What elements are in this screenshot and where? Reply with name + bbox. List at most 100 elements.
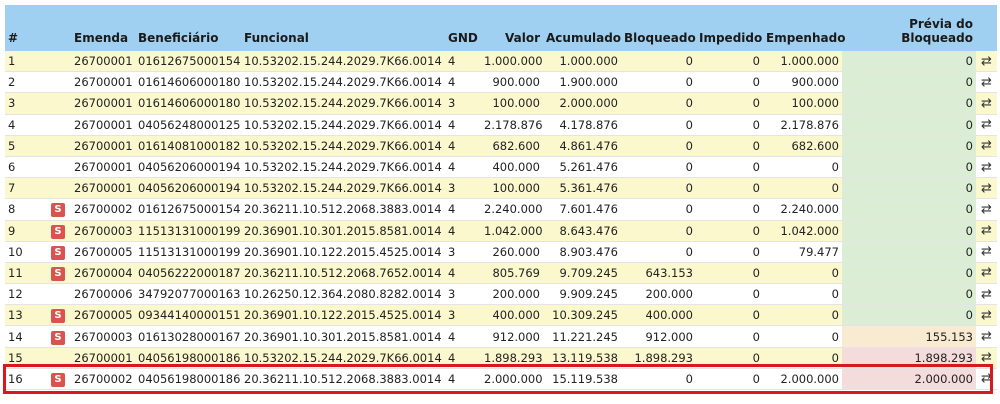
cell-bloqueado: 0 <box>621 92 696 115</box>
table-row[interactable]: 6 26700001 04056206000194 10.53202.15.244.2… <box>5 156 997 179</box>
cell-gnd: 3 <box>445 283 481 306</box>
cell-swap[interactable]: ⇄ <box>976 220 997 242</box>
table-row[interactable]: 1 26700001 01612675000154 10.53202.15.244.2… <box>5 51 997 73</box>
cell-funcional: 20.36901.10.122.2015.4525.0014 <box>241 241 445 263</box>
cell-valor: 260.000 <box>481 241 543 263</box>
cell-num: 6 <box>5 156 48 179</box>
swap-arrows-icon[interactable]: ⇄ <box>981 244 992 260</box>
swap-arrows-icon[interactable]: ⇄ <box>981 95 992 111</box>
table-row[interactable]: 12 26700006 34792077000163 10.26250.12.364.… <box>5 283 997 306</box>
swap-arrows-icon[interactable]: ⇄ <box>981 223 992 239</box>
cell-acumulado: 8.643.476 <box>543 220 621 242</box>
cell-swap[interactable]: ⇄ <box>976 114 997 136</box>
swap-arrows-icon[interactable]: ⇄ <box>981 329 992 345</box>
cell-impedido: 0 <box>696 51 763 73</box>
table-row[interactable]: 4 26700001 04056248000125 10.53202.15.244.2… <box>5 114 997 136</box>
col-header-funcional[interactable]: Funcional <box>241 5 445 51</box>
cell-beneficiario: 01614606000180 <box>135 92 241 115</box>
col-header-valor[interactable]: Valor <box>481 5 543 51</box>
cell-swap[interactable]: ⇄ <box>976 92 997 115</box>
swap-arrows-icon[interactable]: ⇄ <box>981 53 992 69</box>
swap-arrows-icon[interactable]: ⇄ <box>981 159 992 175</box>
cell-swap[interactable]: ⇄ <box>976 368 997 391</box>
table-row[interactable]: 14 S 26700003 01613028000167 20.36901.10.301… <box>5 325 997 348</box>
swap-arrows-icon[interactable]: ⇄ <box>981 180 992 196</box>
cell-swap[interactable]: ⇄ <box>976 71 997 94</box>
swap-arrows-icon[interactable]: ⇄ <box>981 350 992 366</box>
cell-emenda: 26700001 <box>71 71 135 94</box>
table-row[interactable]: 13 S 26700005 09344140000151 20.36901.10.122… <box>5 304 997 327</box>
swap-arrows-icon[interactable]: ⇄ <box>981 117 992 133</box>
table-row[interactable]: 11 S 26700004 04056222000187 20.36211.10.512… <box>5 262 997 285</box>
cell-impedido: 0 <box>696 241 763 263</box>
cell-impedido: 0 <box>696 114 763 136</box>
col-header-empenhado[interactable]: Empenhado <box>763 5 845 51</box>
cell-bloqueado: 0 <box>621 177 696 200</box>
cell-bloqueado: 0 <box>621 198 696 221</box>
cell-swap[interactable]: ⇄ <box>976 51 997 73</box>
cell-swap[interactable]: ⇄ <box>976 241 997 263</box>
cell-swap[interactable]: ⇄ <box>976 177 997 200</box>
swap-arrows-icon[interactable]: ⇄ <box>981 307 992 323</box>
col-header-acumulado[interactable]: Acumulado <box>543 5 621 51</box>
cell-valor: 2.240.000 <box>481 198 543 221</box>
cell-swap[interactable]: ⇄ <box>976 304 997 327</box>
col-header-gnd[interactable]: GND <box>445 5 481 51</box>
cell-swap[interactable]: ⇄ <box>976 156 997 179</box>
swap-arrows-icon[interactable]: ⇄ <box>981 371 992 387</box>
cell-badge: S <box>48 220 71 242</box>
cell-beneficiario: 04056248000125 <box>135 114 241 136</box>
cell-impedido: 0 <box>696 156 763 179</box>
cell-previa-bloqueado: 0 <box>842 92 976 115</box>
table-row[interactable]: 2 26700001 01614606000180 10.53202.15.244.2… <box>5 71 997 94</box>
cell-badge <box>48 283 71 306</box>
cell-num: 4 <box>5 114 48 136</box>
table-row[interactable]: 16 S 26700002 04056198000186 20.36211.10.512… <box>5 368 997 391</box>
cell-bloqueado: 643.153 <box>621 262 696 285</box>
cell-previa-bloqueado: 0 <box>842 156 976 179</box>
col-header-bloqueado[interactable]: Bloqueado <box>621 5 696 51</box>
cell-previa-bloqueado: 0 <box>842 220 976 242</box>
table-row[interactable]: 10 S 26700005 11513131000199 20.36901.10.122… <box>5 241 997 263</box>
col-header-impedido[interactable]: Impedido <box>696 5 763 51</box>
cell-num: 16 <box>5 368 48 391</box>
swap-arrows-icon[interactable]: ⇄ <box>981 74 992 90</box>
cell-previa-bloqueado: 0 <box>842 135 976 157</box>
cell-swap[interactable]: ⇄ <box>976 283 997 306</box>
swap-arrows-icon[interactable]: ⇄ <box>981 286 992 302</box>
table-row[interactable]: 3 26700001 01614606000180 10.53202.15.244.2… <box>5 92 997 115</box>
col-header-beneficiario[interactable]: Beneficiário <box>135 5 241 51</box>
cell-emenda: 26700003 <box>71 220 135 242</box>
swap-arrows-icon[interactable]: ⇄ <box>981 265 992 281</box>
cell-empenhado: 2.178.876 <box>763 114 842 136</box>
table-row[interactable]: 7 26700001 04056206000194 10.53202.15.244.2… <box>5 177 997 200</box>
cell-emenda: 26700002 <box>71 368 135 391</box>
col-header-previa-bloqueado[interactable]: Prévia do Bloqueado <box>842 5 976 51</box>
swap-arrows-icon[interactable]: ⇄ <box>981 138 992 154</box>
table-row[interactable]: 9 S 26700003 11513131000199 20.36901.10.301.… <box>5 220 997 242</box>
emendas-table: # Emenda Beneficiário Funcional GND Valo… <box>5 5 997 391</box>
cell-funcional: 20.36901.10.122.2015.4525.0014 <box>241 304 445 327</box>
table-row[interactable]: 15 26700001 04056198000186 10.53202.15.244.… <box>5 347 997 369</box>
col-header-emenda[interactable]: Emenda <box>71 5 135 51</box>
cell-emenda: 26700004 <box>71 262 135 285</box>
cell-gnd: 4 <box>445 325 481 348</box>
cell-swap[interactable]: ⇄ <box>976 347 997 369</box>
cell-beneficiario: 01612675000154 <box>135 198 241 221</box>
s-badge: S <box>51 245 65 260</box>
cell-gnd: 3 <box>445 304 481 327</box>
cell-swap[interactable]: ⇄ <box>976 325 997 348</box>
cell-impedido: 0 <box>696 283 763 306</box>
cell-valor: 1.042.000 <box>481 220 543 242</box>
cell-swap[interactable]: ⇄ <box>976 135 997 157</box>
s-badge: S <box>51 266 65 281</box>
cell-swap[interactable]: ⇄ <box>976 198 997 221</box>
cell-valor: 2.178.876 <box>481 114 543 136</box>
table-row[interactable]: 5 26700001 01614081000182 10.53202.15.244.2… <box>5 135 997 157</box>
cell-valor: 912.000 <box>481 325 543 348</box>
col-header-num[interactable]: # <box>5 5 48 51</box>
cell-swap[interactable]: ⇄ <box>976 262 997 285</box>
table-row[interactable]: 8 S 26700002 01612675000154 20.36211.10.512.… <box>5 198 997 221</box>
swap-arrows-icon[interactable]: ⇄ <box>981 201 992 217</box>
col-header-previa-line1: Prévia do <box>909 17 973 31</box>
